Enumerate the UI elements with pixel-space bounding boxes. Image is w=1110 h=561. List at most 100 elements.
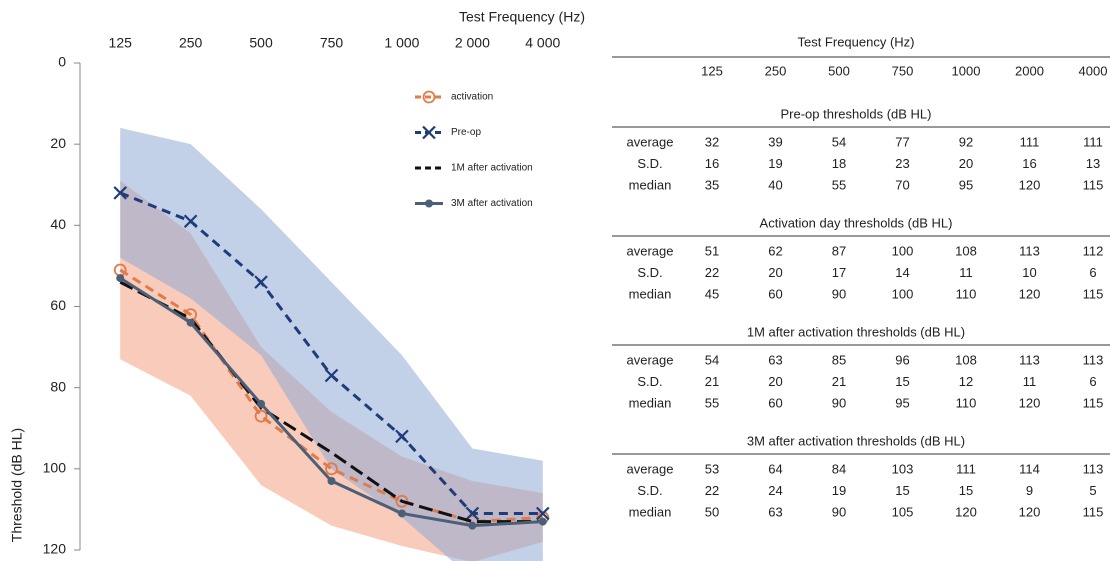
data-point [186, 318, 195, 327]
y-tick-label: 80 [50, 378, 66, 394]
y-axis-label: Threshold (dB HL) [9, 428, 25, 542]
table-cell: 54 [832, 134, 846, 149]
table-cell: 77 [895, 134, 909, 149]
table-cell: 96 [895, 352, 909, 367]
table-cell: 111 [1083, 134, 1103, 149]
table-cell: 115 [1083, 395, 1104, 410]
table-cell: 12 [959, 374, 973, 389]
table-cell: 103 [892, 461, 914, 476]
legend-marker [422, 90, 436, 104]
legend-label: Pre-op [451, 127, 481, 138]
table-cell: 115 [1083, 177, 1104, 192]
data-point [116, 274, 125, 283]
data-point [397, 509, 406, 518]
table-cell: 16 [1022, 156, 1036, 171]
table-title: Test Frequency (Hz) [797, 34, 914, 49]
table-cell: 15 [959, 483, 973, 498]
table-cell: 11 [1023, 374, 1037, 389]
table-cell: 111 [1020, 134, 1040, 149]
x-tick-label: 4 000 [525, 35, 560, 51]
table-cell: 90 [832, 504, 846, 519]
table-cell: 5 [1089, 483, 1096, 498]
data-point [324, 368, 339, 383]
table-cell: 18 [832, 156, 846, 171]
table-cell: 51 [705, 243, 719, 258]
table-cell: 108 [955, 352, 977, 367]
legend-label: activation [451, 92, 493, 103]
x-tick-label: 125 [109, 35, 133, 51]
table-cell: 19 [832, 483, 846, 498]
y-tick-label: 0 [58, 54, 66, 70]
table-cell: 19 [768, 156, 782, 171]
table-cell: 63 [768, 504, 782, 519]
table-cell: 23 [895, 156, 909, 171]
table-cell: 115 [1083, 286, 1104, 301]
column-header: 2000 [1015, 63, 1044, 78]
table-cell: 120 [1019, 504, 1041, 519]
data-point [468, 521, 477, 530]
row-label: S.D. [637, 265, 662, 280]
section-title: Pre-op thresholds (dB HL) [780, 106, 931, 121]
table-cell: 32 [705, 134, 719, 149]
table-cell: 16 [705, 156, 719, 171]
table-cell: 114 [1019, 461, 1040, 476]
data-point [395, 429, 409, 444]
y-tick-label: 60 [50, 297, 66, 313]
table-cell: 55 [705, 395, 719, 410]
table-cell: 113 [1083, 461, 1104, 476]
table-cell: 63 [768, 352, 782, 367]
table-cell: 111 [956, 461, 976, 476]
data-point [465, 506, 480, 521]
data-point [327, 477, 336, 486]
table-cell: 17 [832, 265, 846, 280]
table-cell: 120 [1019, 286, 1041, 301]
row-label: median [629, 395, 672, 410]
row-label: average [627, 352, 674, 367]
table-cell: 95 [959, 177, 973, 192]
table-cell: 60 [768, 395, 782, 410]
x-tick-label: 750 [320, 35, 344, 51]
row-label: S.D. [637, 483, 662, 498]
legend-marker [425, 199, 433, 208]
table-cell: 45 [705, 286, 719, 301]
section-title: 1M after activation thresholds (dB HL) [747, 324, 965, 339]
table-cell: 112 [1083, 243, 1104, 258]
data-point [325, 462, 338, 476]
row-label: average [627, 243, 674, 258]
column-header: 125 [701, 63, 723, 78]
y-tick-label: 100 [43, 460, 67, 476]
table-cell: 113 [1019, 243, 1040, 258]
row-label: median [629, 177, 672, 192]
table-cell: 90 [832, 286, 846, 301]
table-cell: 113 [1019, 352, 1040, 367]
column-header: 1000 [952, 63, 981, 78]
table-cell: 60 [768, 286, 782, 301]
data-point [183, 214, 198, 229]
table-cell: 14 [895, 265, 909, 280]
table-cell: 55 [832, 177, 846, 192]
table-cell: 13 [1086, 156, 1100, 171]
table-cell: 113 [1083, 352, 1104, 367]
y-tick-label: 20 [50, 135, 66, 151]
data-point [113, 186, 127, 200]
table-cell: 90 [832, 395, 846, 410]
row-label: S.D. [637, 374, 662, 389]
table-cell: 115 [1083, 504, 1104, 519]
y-tick-label: 40 [50, 216, 66, 232]
table-cell: 50 [705, 504, 719, 519]
row-label: average [627, 461, 674, 476]
table-cell: 53 [705, 461, 719, 476]
series-line [119, 268, 543, 524]
x-tick-label: 500 [249, 35, 273, 51]
table-cell: 108 [955, 243, 977, 258]
table-cell: 105 [892, 504, 914, 519]
table-cell: 21 [832, 374, 846, 389]
table-cell: 6 [1089, 265, 1096, 280]
table-cell: 120 [955, 504, 977, 519]
y-tick-label: 120 [43, 541, 67, 557]
data-point [395, 494, 409, 508]
table-cell: 110 [956, 395, 977, 410]
table-cell: 35 [705, 177, 719, 192]
table-cell: 24 [768, 483, 782, 498]
